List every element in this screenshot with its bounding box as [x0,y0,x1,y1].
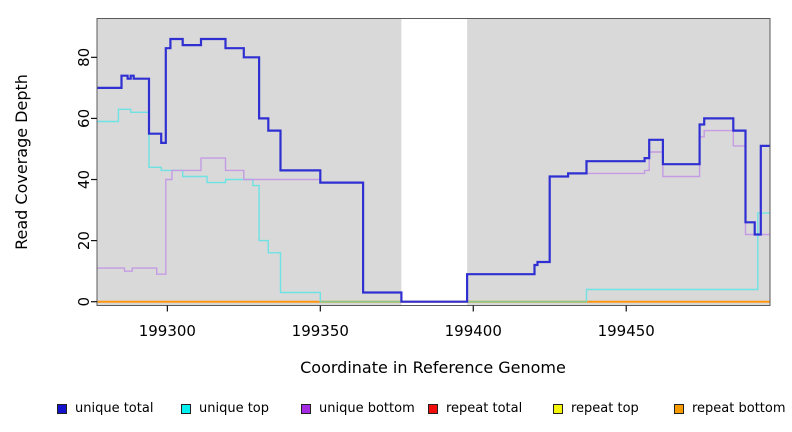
legend-item-repeat-bottom: repeat bottom [674,402,786,416]
x-tick-label: 199350 [292,322,349,340]
legend-item-label: repeat top [571,401,639,416]
legend-item-repeat-top: repeat top [553,402,639,416]
legend-swatch-repeat-bottom [674,404,684,414]
legend-swatch-repeat-top [553,404,563,414]
plot-border [96,18,771,306]
legend-item-label: repeat total [446,401,523,416]
series-line-unique-total [97,37,770,303]
legend-item-label: repeat bottom [692,401,786,416]
x-tick-label: 199400 [445,322,502,340]
x-tick-label: 199300 [139,322,196,340]
legend-item-label: unique top [199,401,270,416]
legend-item-unique-total: unique total [57,402,153,416]
x-tick-label: 199450 [598,322,655,340]
y-tick-label: 40 [75,170,93,189]
legend-item-repeat-total: repeat total [428,402,522,416]
y-tick-label: 20 [75,231,93,250]
legend-swatch-unique-total [57,404,67,414]
y-tick-label: 60 [75,109,93,128]
y-axis-title: Read Coverage Depth [12,74,31,250]
legend-item-unique-bottom: unique bottom [301,402,415,416]
legend-swatch-unique-bottom [301,404,311,414]
x-axis-title: Coordinate in Reference Genome [300,358,566,377]
coverage-gap-region [401,19,468,305]
legend-item-label: unique total [75,401,154,416]
y-tick-label: 80 [75,48,93,67]
legend-swatch-repeat-total [428,404,438,414]
legend-item-label: unique bottom [319,401,415,416]
legend-item-unique-top: unique top [181,402,269,416]
legend-swatch-unique-top [181,404,191,414]
y-tick-label: 0 [75,297,93,307]
